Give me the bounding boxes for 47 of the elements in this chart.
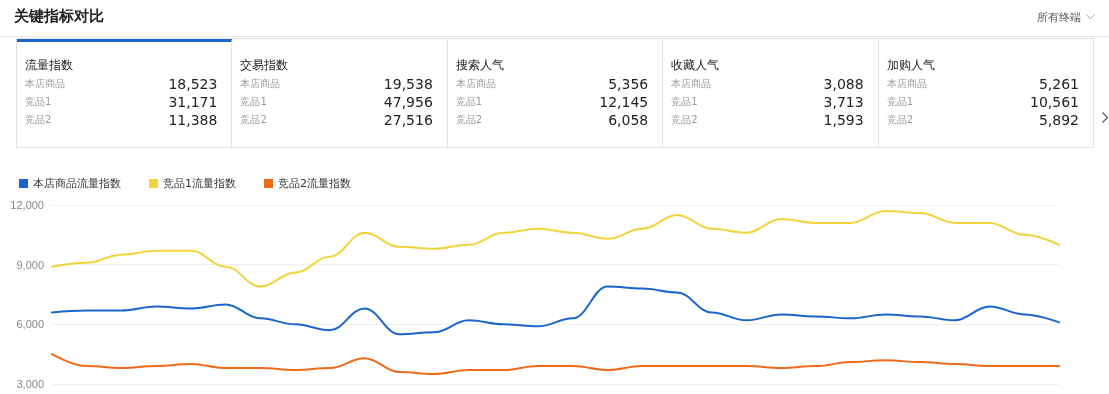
text: 竞品2 [671,113,698,127]
text: 所有终端 [1037,10,1081,25]
text: 12,145 [599,94,649,110]
text: 3,713 [823,94,864,110]
text: 11,388 [168,112,218,128]
y-tick-label: 6,000 [16,318,44,331]
text: 竞品1 [886,95,913,109]
text: 竞品1 [25,95,52,109]
y-tick-label: 9,000 [16,258,44,271]
line-series [51,353,1060,376]
text: 关键指标对比 [14,7,104,26]
text: 本店商品 [671,77,712,91]
text: 竞品2 [886,113,913,127]
text: 31,171 [168,94,218,110]
text: 6,058 [608,112,649,128]
text: 搜索人气 [455,57,505,74]
text: 收藏人气 [671,57,721,74]
text: 本店商品 [455,77,496,91]
line-series [51,285,1060,336]
text: 27,516 [383,112,433,128]
text: 竞品2 [455,113,483,127]
text: 1,593 [823,112,864,128]
text: 19,538 [383,76,433,92]
text: 3,088 [823,76,864,92]
y-tick-label: 12,000 [10,199,44,211]
text: 竞品1 [455,95,483,109]
text: 竞品1 [240,95,267,109]
text: 5,261 [1038,76,1080,92]
legend-label: 竞品1流量指数 [163,177,236,190]
text: 18,523 [168,76,218,92]
text: 47,956 [383,94,433,110]
line-series [51,209,1060,288]
text: 10,561 [1030,94,1080,110]
text: 竞品2 [25,113,52,127]
text: 交易指数 [240,57,290,74]
y-tick-label: 3,000 [16,378,44,390]
text: 竞品1 [671,95,698,109]
text: 本店商品 [25,77,65,91]
text: 5,892 [1038,112,1080,128]
text: 本店商品 [240,77,281,91]
text: 5,356 [608,76,649,92]
text: 竞品2 [240,113,267,127]
text: 加购人气 [886,57,936,74]
text: 流量指数 [25,57,74,74]
legend-label: 本店商品流量指数 [33,177,121,190]
text: 本店商品 [886,77,927,91]
legend-label: 竞品2流量指数 [278,177,351,190]
